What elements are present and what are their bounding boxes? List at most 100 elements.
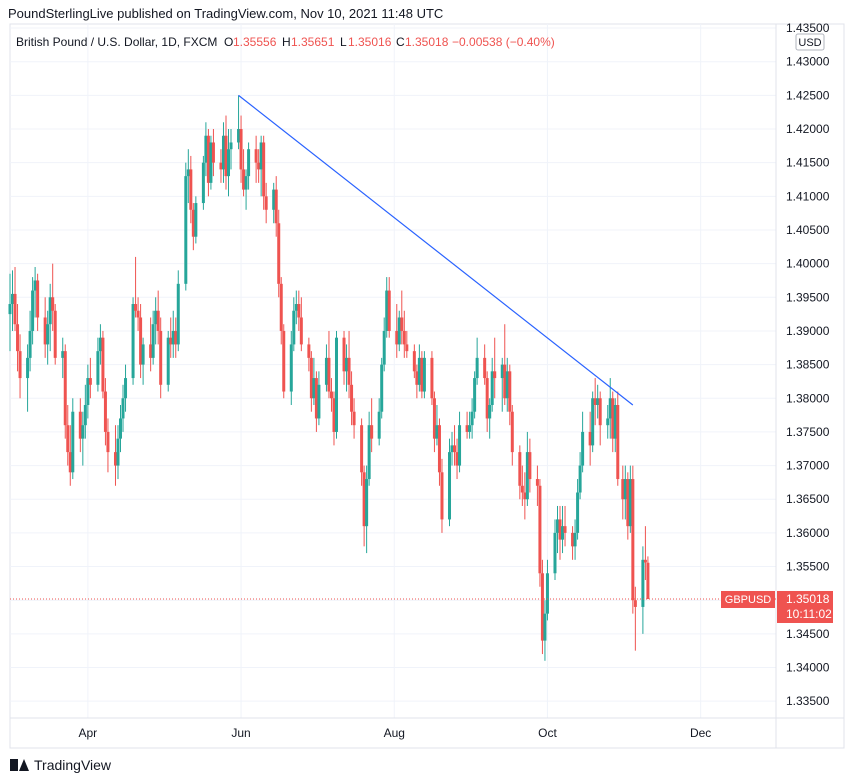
candle	[113, 425, 117, 486]
candle	[124, 364, 128, 412]
candle	[520, 465, 524, 506]
tradingview-logo[interactable]: TradingView	[10, 757, 111, 773]
candle	[194, 196, 198, 244]
candle-body	[31, 290, 35, 331]
candle-body	[623, 479, 627, 500]
candle	[432, 391, 436, 453]
candle	[623, 465, 627, 520]
currency-badge-box	[795, 33, 825, 51]
candle-body	[646, 562, 650, 599]
candle-body	[66, 425, 70, 453]
candle	[136, 297, 140, 331]
candle	[405, 330, 409, 358]
candle	[166, 330, 170, 392]
candle	[458, 411, 462, 473]
candle-body	[18, 351, 22, 379]
price-tick-label: 1.43500	[786, 21, 830, 35]
candle-body	[63, 351, 67, 426]
candle	[312, 357, 316, 405]
candle-body	[332, 398, 336, 432]
candle-body	[485, 378, 489, 419]
time-tick-label: Apr	[79, 726, 98, 740]
candle	[450, 431, 454, 466]
candle-body	[257, 162, 261, 170]
candle-body	[106, 431, 110, 453]
candle	[556, 505, 560, 554]
candle	[309, 351, 313, 412]
candle-body	[362, 472, 366, 527]
candle	[611, 391, 615, 453]
price-tick-label: 1.36500	[786, 492, 830, 506]
candle	[581, 411, 585, 473]
candle-body	[397, 317, 401, 345]
close-value: 1.35018	[405, 35, 449, 49]
candle-body	[309, 357, 313, 399]
candle-body	[189, 169, 193, 210]
candle	[43, 297, 47, 358]
trendline-layer[interactable]	[238, 94, 634, 406]
candle	[422, 351, 426, 399]
candle-body	[380, 364, 384, 412]
price-axis[interactable]: 1.43500 1.43000 1.42500 1.42000 1.41500 1.410…	[786, 21, 830, 708]
candle-body	[11, 293, 15, 305]
candle	[473, 371, 477, 419]
candle	[483, 344, 487, 385]
candle	[48, 283, 52, 352]
candle-body	[556, 519, 560, 533]
candle	[96, 337, 100, 392]
candle	[36, 273, 40, 331]
candle-body	[455, 452, 459, 466]
candle	[259, 135, 263, 197]
candle	[543, 600, 547, 661]
candle-body	[53, 310, 57, 358]
open-label: O	[224, 35, 233, 49]
candle-body	[8, 304, 12, 315]
candle	[631, 465, 635, 614]
low-label: L	[340, 35, 347, 49]
candle	[189, 155, 193, 224]
candle-body	[16, 324, 20, 352]
candle-body	[229, 142, 233, 150]
price-tick-label: 1.42500	[786, 88, 830, 102]
candle-body	[596, 398, 600, 405]
currency-badge[interactable]: USD	[795, 33, 825, 51]
candle	[294, 290, 298, 325]
candle	[553, 519, 557, 581]
candle-body	[221, 135, 225, 170]
candle-body	[475, 357, 479, 379]
candle	[274, 176, 278, 237]
candle-body	[520, 485, 524, 493]
candle	[257, 149, 261, 183]
candle-body	[621, 479, 625, 500]
candle	[503, 324, 507, 405]
candle-body	[204, 135, 208, 163]
candle-body	[435, 425, 439, 439]
candle-body	[488, 404, 492, 419]
candle	[598, 391, 602, 446]
candle-body	[508, 371, 512, 412]
candle-body	[347, 357, 351, 385]
candle	[558, 505, 562, 560]
candle	[578, 452, 582, 500]
bar-countdown: 10:11:02	[786, 607, 832, 621]
candle	[613, 398, 617, 453]
candle-body	[405, 344, 409, 352]
candle-body	[370, 425, 374, 439]
candle-body	[274, 189, 278, 224]
candle	[51, 263, 55, 331]
trendline[interactable]	[238, 94, 634, 406]
time-axis[interactable]: Apr Jun Aug Oct Dec	[79, 726, 712, 740]
candle-body	[141, 344, 145, 365]
candle-body	[166, 337, 170, 385]
candle	[28, 310, 32, 372]
candle	[561, 505, 565, 554]
candle	[402, 310, 406, 358]
candle-body	[254, 149, 258, 163]
candle	[616, 391, 620, 486]
candle-body	[490, 371, 494, 405]
candle-body	[289, 344, 293, 392]
candle	[229, 129, 233, 170]
candle-body	[561, 526, 565, 540]
candle-body	[169, 337, 173, 345]
